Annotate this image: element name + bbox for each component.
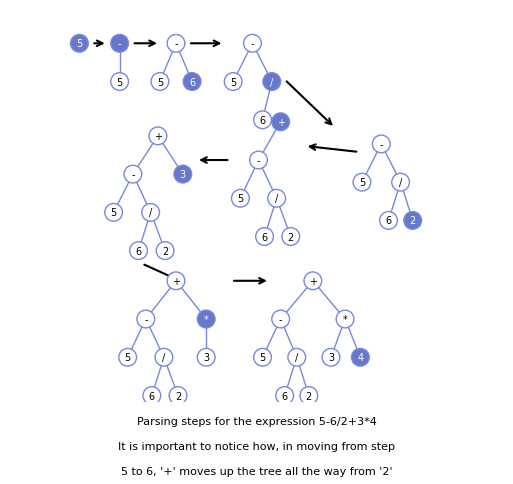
Circle shape <box>276 387 293 405</box>
Text: +: + <box>154 132 162 142</box>
Text: 2: 2 <box>175 391 181 401</box>
Text: -: - <box>131 170 135 180</box>
Text: 3: 3 <box>180 170 186 180</box>
Circle shape <box>105 204 123 222</box>
Text: 5: 5 <box>238 194 244 204</box>
Circle shape <box>119 348 136 366</box>
Circle shape <box>224 74 242 91</box>
Circle shape <box>149 128 167 145</box>
Circle shape <box>174 166 192 183</box>
Text: -: - <box>144 315 148 324</box>
Text: 2: 2 <box>162 246 168 256</box>
Circle shape <box>198 348 215 366</box>
Circle shape <box>183 74 201 91</box>
Text: 4: 4 <box>357 352 363 363</box>
Text: 6: 6 <box>262 232 268 242</box>
Circle shape <box>250 152 267 169</box>
Circle shape <box>322 348 340 366</box>
Circle shape <box>263 74 281 91</box>
Text: -: - <box>251 39 254 49</box>
Text: 5: 5 <box>230 77 236 87</box>
Circle shape <box>130 242 147 260</box>
Circle shape <box>255 228 273 246</box>
Text: 3: 3 <box>328 352 334 363</box>
Text: 2: 2 <box>306 391 312 401</box>
Text: -: - <box>118 39 122 49</box>
Text: *: * <box>204 315 209 324</box>
Circle shape <box>288 348 306 366</box>
Text: 5: 5 <box>359 178 365 188</box>
Text: 5: 5 <box>110 208 117 218</box>
Text: 5: 5 <box>116 77 123 87</box>
Text: +: + <box>309 276 317 286</box>
Circle shape <box>300 387 318 405</box>
Circle shape <box>167 272 185 290</box>
Text: 2: 2 <box>409 216 416 226</box>
Text: 6: 6 <box>135 246 142 256</box>
Circle shape <box>70 35 88 53</box>
Text: -: - <box>380 139 383 150</box>
Text: 2: 2 <box>288 232 294 242</box>
Text: 6: 6 <box>260 116 266 125</box>
Circle shape <box>244 35 261 53</box>
Text: /: / <box>399 178 402 188</box>
Circle shape <box>231 190 249 208</box>
Circle shape <box>353 174 371 192</box>
Text: /: / <box>270 77 273 87</box>
Circle shape <box>282 228 300 246</box>
Text: /: / <box>275 194 278 204</box>
Circle shape <box>272 311 289 328</box>
Circle shape <box>111 35 128 53</box>
Text: 5: 5 <box>260 352 266 363</box>
Text: /: / <box>295 352 299 363</box>
Text: 6: 6 <box>385 216 391 226</box>
Circle shape <box>151 74 169 91</box>
Circle shape <box>198 311 215 328</box>
Circle shape <box>268 190 285 208</box>
Text: 6: 6 <box>189 77 195 87</box>
Text: It is important to notice how, in moving from step: It is important to notice how, in moving… <box>118 441 395 451</box>
Circle shape <box>143 387 161 405</box>
Text: 6: 6 <box>149 391 155 401</box>
Text: -: - <box>174 39 177 49</box>
Circle shape <box>392 174 409 192</box>
Circle shape <box>254 112 271 129</box>
Circle shape <box>304 272 322 290</box>
Circle shape <box>272 114 289 131</box>
Circle shape <box>351 348 369 366</box>
Text: 3: 3 <box>203 352 209 363</box>
Text: /: / <box>149 208 152 218</box>
Text: 5: 5 <box>76 39 83 49</box>
Circle shape <box>111 74 128 91</box>
Circle shape <box>142 204 160 222</box>
Text: +: + <box>172 276 180 286</box>
Text: /: / <box>162 352 166 363</box>
Text: 6: 6 <box>282 391 288 401</box>
Text: 5: 5 <box>125 352 131 363</box>
Circle shape <box>254 348 271 366</box>
Text: -: - <box>279 315 282 324</box>
Text: 5: 5 <box>157 77 163 87</box>
Text: +: + <box>277 118 285 127</box>
Circle shape <box>336 311 354 328</box>
Circle shape <box>124 166 142 183</box>
Text: 5 to 6, '+' moves up the tree all the way from '2': 5 to 6, '+' moves up the tree all the wa… <box>121 466 392 476</box>
Circle shape <box>380 212 398 230</box>
Circle shape <box>155 348 173 366</box>
Circle shape <box>137 311 154 328</box>
Circle shape <box>156 242 174 260</box>
Text: *: * <box>343 315 347 324</box>
Text: Parsing steps for the expression 5-6/2+3*4: Parsing steps for the expression 5-6/2+3… <box>136 417 377 426</box>
Circle shape <box>167 35 185 53</box>
Circle shape <box>169 387 187 405</box>
Circle shape <box>372 136 390 153</box>
Text: -: - <box>257 156 260 166</box>
Circle shape <box>404 212 422 230</box>
